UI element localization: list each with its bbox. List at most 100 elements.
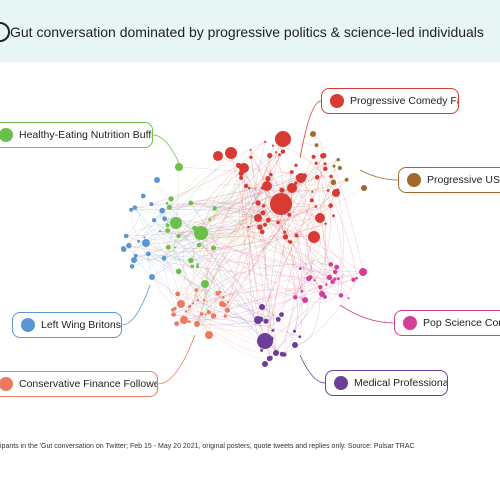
network-node (194, 321, 200, 327)
network-node (320, 153, 326, 159)
network-node (282, 234, 289, 240)
network-edge (243, 167, 277, 354)
network-node (249, 155, 253, 159)
network-node (188, 257, 194, 264)
network-edge (200, 232, 354, 281)
network-node (222, 296, 225, 299)
network-edge (243, 167, 277, 354)
network-node (261, 204, 266, 208)
network-edge (126, 206, 317, 237)
network-node (260, 348, 264, 352)
segment-dot (0, 377, 13, 391)
network-node (142, 239, 150, 247)
network-node (318, 285, 323, 290)
network-edge (196, 319, 259, 326)
network-node (187, 305, 192, 309)
network-node (273, 350, 279, 356)
network-edge (288, 179, 347, 242)
network-node (328, 262, 334, 267)
network-node (212, 206, 217, 211)
network-node (257, 333, 273, 349)
network-edge (250, 157, 272, 339)
network-node (259, 304, 265, 310)
network-node (311, 154, 316, 159)
network-node (294, 233, 299, 238)
network-node (165, 201, 169, 205)
network-edge (148, 236, 286, 257)
network-node (175, 268, 182, 275)
network-node (121, 246, 126, 251)
network-edge (125, 196, 144, 237)
label-progressive-comedy-fans: Progressive Comedy Fans (321, 88, 459, 114)
network-edge (145, 177, 302, 244)
network-edge (176, 277, 357, 325)
network-edge (133, 219, 210, 261)
network-node (261, 186, 265, 190)
network-node (279, 312, 284, 317)
network-edge (174, 215, 259, 248)
source-footnote: ipants in the 'Gut conversation on Twitt… (0, 443, 415, 450)
network-node (194, 288, 199, 292)
network-node (275, 317, 281, 322)
network-node (269, 172, 273, 177)
network-node (166, 204, 172, 210)
network-edge (197, 300, 282, 322)
network-node (190, 264, 194, 269)
network-node (322, 294, 327, 299)
network-edge (134, 207, 179, 272)
network-node (280, 149, 286, 154)
network-edge (185, 276, 311, 312)
network-node (236, 162, 242, 168)
network-node (330, 279, 335, 284)
label-connector (152, 134, 181, 166)
network-node (126, 242, 132, 249)
network-edge (250, 149, 306, 301)
network-node (174, 321, 180, 327)
network-edge (134, 207, 197, 239)
network-node (151, 218, 157, 223)
network-node (258, 316, 264, 322)
network-node (137, 239, 140, 243)
network-node (272, 207, 276, 211)
network-edge (185, 311, 277, 355)
network-node (344, 177, 349, 182)
network-edge (163, 141, 266, 259)
network-node (298, 267, 302, 270)
network-node (143, 236, 146, 239)
network-edge (272, 145, 337, 194)
network-node (132, 205, 138, 210)
network-node (149, 202, 154, 207)
network-node (173, 246, 176, 249)
network-edge (217, 155, 292, 173)
network-node (293, 329, 296, 333)
network-node (255, 200, 261, 206)
network-node (336, 188, 340, 192)
network-edge (227, 156, 314, 311)
network-node (262, 361, 268, 367)
network-node (187, 320, 191, 323)
segment-label: Healthy-Eating Nutrition Buffs (19, 129, 153, 141)
network-node (180, 303, 185, 308)
label-conservative-finance-followers: Conservative Finance Followers (0, 371, 158, 397)
network-node (176, 233, 181, 239)
network-node (293, 295, 298, 300)
network-node (165, 244, 171, 250)
network-edge (245, 185, 277, 354)
network-node (361, 185, 367, 191)
network-node (294, 181, 298, 185)
network-edge (178, 203, 282, 237)
network-node (241, 170, 245, 174)
network-node (184, 310, 187, 313)
network-edge (197, 263, 331, 301)
network-node (263, 222, 268, 227)
network-node (265, 217, 271, 223)
network-edge (243, 167, 266, 308)
network-node (269, 336, 274, 341)
network-edge (282, 278, 357, 355)
network-node (254, 214, 262, 222)
network-edge (200, 232, 337, 268)
network-edge (257, 163, 326, 321)
network-node (351, 277, 356, 282)
network-node (165, 228, 171, 233)
